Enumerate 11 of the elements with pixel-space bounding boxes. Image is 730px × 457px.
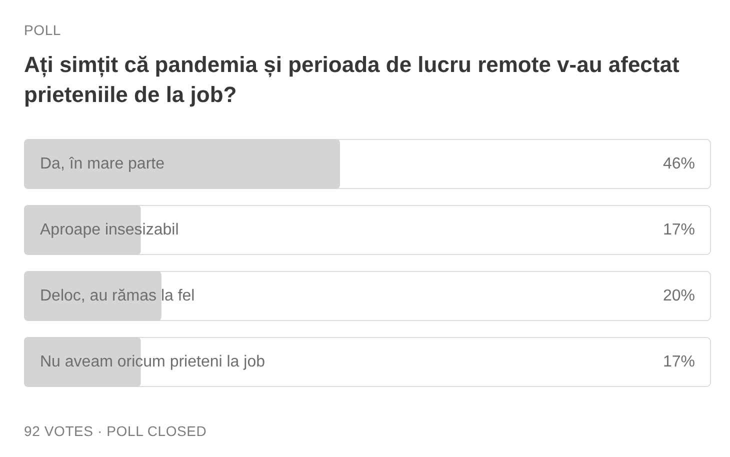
y-tick-label: Aproape insesizabil	[40, 221, 179, 238]
chart-title: Ați simțit că pandemia și perioada de lucru remote v-au afectat prieteniile de la job?	[24, 51, 680, 109]
data-label: 17%	[662, 353, 695, 370]
text: 92 VOTES · POLL CLOSED	[24, 423, 207, 439]
y-tick-label: Nu aveam oricum prieteni la job	[40, 353, 266, 370]
y-tick-label: Da, în mare parte	[40, 155, 165, 172]
y-tick-label: Deloc, au rămas la fel	[40, 287, 195, 304]
text: POLL	[24, 22, 61, 38]
data-label: 20%	[662, 287, 695, 304]
data-label: 46%	[662, 155, 695, 172]
data-label: 17%	[662, 221, 695, 238]
